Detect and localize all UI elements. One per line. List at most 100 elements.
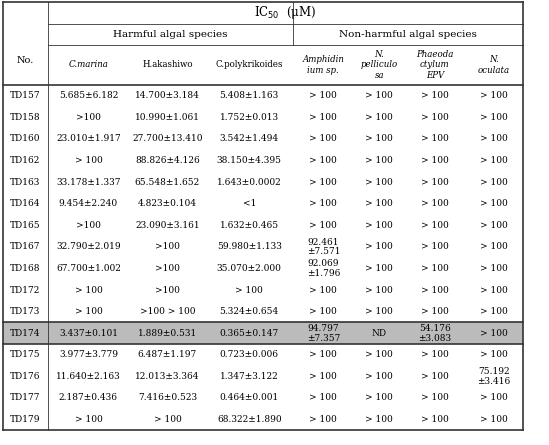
Text: 3.437±0.101: 3.437±0.101 bbox=[59, 329, 118, 338]
Text: C.marina: C.marina bbox=[69, 61, 108, 69]
Text: C.polykrikoides: C.polykrikoides bbox=[216, 61, 283, 69]
Text: 12.013±3.364: 12.013±3.364 bbox=[135, 372, 200, 381]
Text: > 100: > 100 bbox=[421, 264, 449, 273]
Text: > 100: > 100 bbox=[310, 372, 337, 381]
Text: > 100: > 100 bbox=[421, 221, 449, 230]
Text: > 100: > 100 bbox=[480, 243, 508, 251]
Text: 3.542±1.494: 3.542±1.494 bbox=[220, 134, 279, 143]
Text: 1.643±0.0002: 1.643±0.0002 bbox=[217, 178, 282, 186]
Text: TD163: TD163 bbox=[10, 178, 41, 186]
Text: 35.070±2.000: 35.070±2.000 bbox=[217, 264, 282, 273]
Text: > 100: > 100 bbox=[421, 372, 449, 381]
Text: 5.408±1.163: 5.408±1.163 bbox=[220, 91, 279, 100]
Text: 0.464±0.001: 0.464±0.001 bbox=[220, 393, 279, 402]
Text: > 100: > 100 bbox=[75, 307, 102, 316]
Text: > 100: > 100 bbox=[154, 415, 181, 424]
Text: > 100: > 100 bbox=[366, 199, 393, 208]
Text: > 100: > 100 bbox=[310, 393, 337, 402]
Text: IC$_{50}$  (μM): IC$_{50}$ (μM) bbox=[255, 4, 316, 21]
Text: > 100: > 100 bbox=[310, 134, 337, 143]
Text: > 100: > 100 bbox=[366, 156, 393, 165]
Text: > 100: > 100 bbox=[480, 156, 508, 165]
Text: No.: No. bbox=[16, 56, 34, 65]
Text: 5.324±0.654: 5.324±0.654 bbox=[220, 307, 279, 316]
Text: > 100: > 100 bbox=[236, 286, 263, 295]
Text: > 100: > 100 bbox=[421, 393, 449, 402]
Text: > 100: > 100 bbox=[366, 113, 393, 122]
Text: 1.889±0.531: 1.889±0.531 bbox=[138, 329, 197, 338]
Text: TD177: TD177 bbox=[10, 393, 41, 402]
Text: 10.990±1.061: 10.990±1.061 bbox=[135, 113, 200, 122]
Text: 9.454±2.240: 9.454±2.240 bbox=[59, 199, 118, 208]
Text: 92.461
±7.571: 92.461 ±7.571 bbox=[306, 238, 340, 256]
Text: 7.416±0.523: 7.416±0.523 bbox=[138, 393, 197, 402]
Text: > 100: > 100 bbox=[421, 178, 449, 186]
Text: > 100: > 100 bbox=[480, 307, 508, 316]
Text: > 100: > 100 bbox=[310, 91, 337, 100]
Text: > 100: > 100 bbox=[310, 221, 337, 230]
Text: Harmful algal species: Harmful algal species bbox=[113, 30, 227, 39]
Text: > 100: > 100 bbox=[480, 178, 508, 186]
Text: 32.790±2.019: 32.790±2.019 bbox=[56, 243, 121, 251]
Text: > 100: > 100 bbox=[480, 415, 508, 424]
Text: 23.010±1.917: 23.010±1.917 bbox=[56, 134, 121, 143]
Text: Amphidin
ium sp.: Amphidin ium sp. bbox=[302, 55, 344, 75]
Text: TD176: TD176 bbox=[10, 372, 41, 381]
Text: >100: >100 bbox=[155, 264, 180, 273]
Text: > 100: > 100 bbox=[366, 264, 393, 273]
Text: 1.752±0.013: 1.752±0.013 bbox=[220, 113, 279, 122]
Text: > 100: > 100 bbox=[75, 286, 102, 295]
Text: > 100: > 100 bbox=[480, 134, 508, 143]
Text: 5.685±6.182: 5.685±6.182 bbox=[59, 91, 118, 100]
Text: TD179: TD179 bbox=[10, 415, 41, 424]
Text: > 100: > 100 bbox=[480, 221, 508, 230]
Text: > 100: > 100 bbox=[421, 415, 449, 424]
Text: 75.192
±3.416: 75.192 ±3.416 bbox=[478, 367, 511, 386]
Text: > 100: > 100 bbox=[310, 199, 337, 208]
Text: TD173: TD173 bbox=[10, 307, 41, 316]
Text: >100: >100 bbox=[155, 243, 180, 251]
Text: TD164: TD164 bbox=[10, 199, 41, 208]
Text: > 100: > 100 bbox=[480, 393, 508, 402]
Text: > 100: > 100 bbox=[366, 221, 393, 230]
Text: > 100: > 100 bbox=[366, 415, 393, 424]
Text: > 100: > 100 bbox=[366, 243, 393, 251]
Text: TD157: TD157 bbox=[10, 91, 41, 100]
Text: H.akashiwo: H.akashiwo bbox=[142, 61, 193, 69]
Text: > 100: > 100 bbox=[421, 307, 449, 316]
Text: ND: ND bbox=[372, 329, 387, 338]
Text: 3.977±3.779: 3.977±3.779 bbox=[59, 350, 118, 359]
Text: > 100: > 100 bbox=[310, 156, 337, 165]
Text: > 100: > 100 bbox=[421, 243, 449, 251]
Text: Phaeoda
ctylum
EPV: Phaeoda ctylum EPV bbox=[416, 50, 453, 80]
Text: >100: >100 bbox=[76, 221, 101, 230]
Text: TD174: TD174 bbox=[10, 329, 41, 338]
Text: 23.090±3.161: 23.090±3.161 bbox=[135, 221, 200, 230]
Text: > 100: > 100 bbox=[421, 199, 449, 208]
Text: 38.150±4.395: 38.150±4.395 bbox=[217, 156, 282, 165]
Text: > 100: > 100 bbox=[421, 134, 449, 143]
Text: > 100: > 100 bbox=[366, 372, 393, 381]
Text: > 100: > 100 bbox=[366, 286, 393, 295]
Text: > 100: > 100 bbox=[310, 415, 337, 424]
Text: 14.700±3.184: 14.700±3.184 bbox=[135, 91, 200, 100]
Text: 92.069
±1.796: 92.069 ±1.796 bbox=[307, 259, 340, 278]
Text: > 100: > 100 bbox=[480, 329, 508, 338]
Text: <1: <1 bbox=[243, 199, 256, 208]
Text: TD160: TD160 bbox=[10, 134, 41, 143]
Text: 67.700±1.002: 67.700±1.002 bbox=[56, 264, 121, 273]
Text: > 100: > 100 bbox=[480, 264, 508, 273]
Text: N.
pelliculo
sa: N. pelliculo sa bbox=[361, 50, 398, 80]
Text: 33.178±1.337: 33.178±1.337 bbox=[56, 178, 121, 186]
Bar bbox=[3, 322, 523, 344]
Text: > 100: > 100 bbox=[480, 286, 508, 295]
Text: 2.187±0.436: 2.187±0.436 bbox=[59, 393, 118, 402]
Text: > 100: > 100 bbox=[366, 178, 393, 186]
Text: 1.347±3.122: 1.347±3.122 bbox=[220, 372, 279, 381]
Text: > 100: > 100 bbox=[421, 350, 449, 359]
Text: > 100: > 100 bbox=[310, 350, 337, 359]
Text: > 100: > 100 bbox=[310, 178, 337, 186]
Text: > 100: > 100 bbox=[75, 415, 102, 424]
Text: > 100: > 100 bbox=[366, 393, 393, 402]
Text: > 100: > 100 bbox=[480, 350, 508, 359]
